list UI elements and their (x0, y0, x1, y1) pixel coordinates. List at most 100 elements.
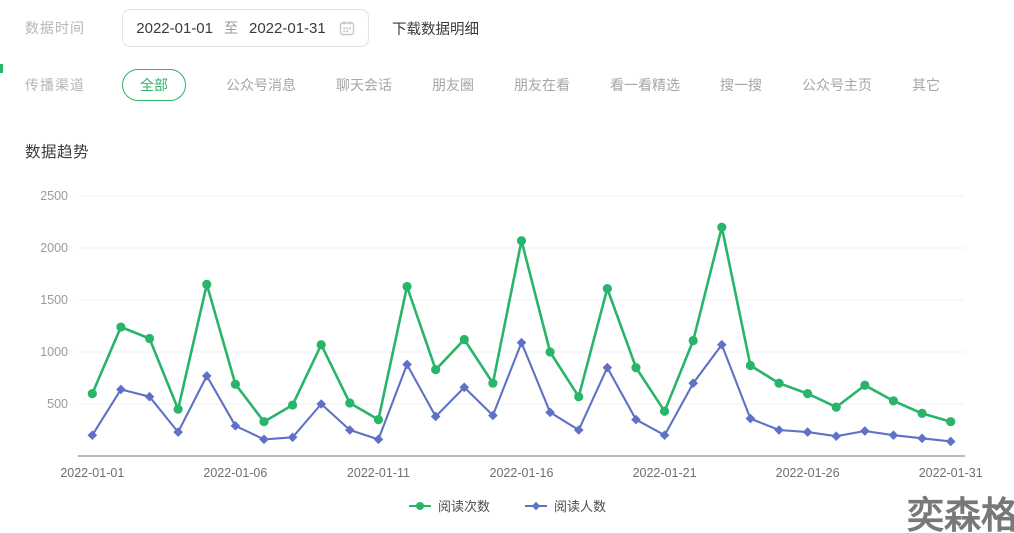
channel-tabs: 全部 公众号消息 聊天会话 朋友圈 朋友在看 看一看精选 搜一搜 公众号主页 其它 (122, 69, 940, 101)
data-point (802, 427, 813, 437)
data-point (831, 402, 841, 412)
data-point (202, 279, 212, 289)
data-point (144, 391, 155, 402)
series-line-阅读人数 (91, 341, 951, 443)
x-axis-tick-label: 2022-01-01 (60, 466, 124, 480)
data-point (373, 415, 384, 425)
data-point (717, 222, 727, 232)
data-point (144, 333, 155, 344)
legend-marker-icon (525, 501, 547, 510)
data-point (402, 359, 412, 370)
channel-tab-1[interactable]: 公众号消息 (226, 77, 296, 93)
y-axis-tick-label: 2500 (40, 189, 68, 203)
data-point (774, 378, 784, 388)
date-start-value[interactable]: 2022-01-01 (136, 19, 213, 37)
data-point (545, 407, 555, 418)
channel-tab-0[interactable]: 全部 (122, 69, 186, 101)
x-axis-tick-label: 2022-01-11 (347, 466, 410, 480)
data-point (201, 371, 212, 381)
x-axis-tick-label: 2022-01-21 (633, 466, 697, 480)
data-point (946, 417, 956, 427)
data-point (602, 283, 612, 294)
data-point (631, 363, 641, 373)
data-point (459, 334, 469, 345)
data-point (373, 434, 384, 445)
series-line-阅读次数 (91, 225, 952, 423)
trend-chart-svg: 500 1000 1500 2000 2500 2022-01-01 2022-01-06 2… (40, 189, 983, 480)
data-point (688, 378, 698, 389)
data-point (287, 400, 298, 410)
data-point (888, 430, 899, 441)
data-point (316, 340, 326, 350)
data-point (945, 436, 956, 447)
data-point (745, 413, 756, 424)
x-axis-tick-label: 2022-01-26 (776, 466, 840, 480)
data-point (659, 430, 670, 441)
channel-filter-label: 传播渠道 (25, 77, 85, 93)
data-point (745, 360, 756, 371)
data-point (230, 379, 240, 389)
data-point (87, 389, 97, 399)
data-point (631, 414, 641, 425)
channel-tab-3[interactable]: 朋友圈 (432, 77, 474, 93)
date-separator: 至 (224, 20, 238, 36)
legend-label: 阅读次数 (437, 499, 490, 514)
date-range-picker[interactable]: 2022-01-01 至 2022-01-31 (122, 9, 369, 47)
data-point (888, 396, 899, 406)
y-axis-tick-label: 500 (47, 397, 68, 411)
data-point (545, 347, 555, 357)
data-point (602, 362, 613, 373)
date-end-value[interactable]: 2022-01-31 (249, 19, 326, 37)
legend-item-阅读次数[interactable]: 阅读次数 (408, 496, 490, 515)
data-point (402, 281, 412, 292)
channel-tab-5[interactable]: 看一看精选 (610, 77, 680, 93)
data-point (116, 322, 126, 332)
channel-filter-row: 传播渠道 全部 公众号消息 聊天会话 朋友圈 朋友在看 看一看精选 搜一搜 公众号主页 其它 (0, 64, 1014, 104)
channel-tab-6[interactable]: 搜一搜 (720, 77, 762, 93)
data-point (259, 417, 269, 427)
data-point (917, 433, 927, 444)
channel-tab-7[interactable]: 公众号主页 (802, 77, 872, 93)
data-point (688, 335, 698, 346)
trend-chart: 500 1000 1500 2000 2500 2022-01-01 2022-01-06 2… (0, 185, 1014, 490)
data-point (516, 236, 527, 246)
chart-title: 数据趋势 (25, 144, 90, 161)
date-filter-row: 数据时间 2022-01-01 至 2022-01-31 下载数据明细 (0, 8, 1014, 48)
download-detail-link[interactable]: 下载数据明细 (392, 21, 479, 38)
y-axis-tick-label: 2000 (40, 241, 68, 255)
channel-tab-4[interactable]: 朋友在看 (514, 77, 570, 93)
data-point (574, 392, 584, 402)
data-point (87, 430, 98, 441)
chart-legend: 阅读次数 阅读人数 (0, 496, 1014, 515)
legend-marker-icon (408, 501, 431, 510)
data-point (860, 426, 870, 436)
data-point (659, 406, 670, 416)
watermark-logo: 奕森格 (907, 494, 1014, 533)
channel-tab-2[interactable]: 聊天会话 (336, 77, 392, 93)
data-point (230, 421, 241, 431)
data-point (488, 378, 498, 388)
data-point (774, 425, 784, 435)
x-axis-tick-label: 2022-01-16 (490, 466, 554, 480)
data-point (803, 389, 813, 399)
data-point (516, 337, 527, 348)
data-point (259, 434, 269, 445)
data-point (573, 425, 584, 435)
x-axis-tick-label: 2022-01-31 (919, 466, 983, 480)
channel-tab-8[interactable]: 其它 (912, 77, 940, 93)
data-point (860, 380, 870, 390)
data-point (173, 427, 183, 437)
data-point (431, 365, 441, 375)
calendar-icon[interactable] (339, 20, 355, 36)
y-axis-tick-label: 1500 (40, 293, 68, 307)
data-point (716, 339, 727, 350)
data-point (917, 408, 927, 418)
x-axis-tick-label: 2022-01-06 (203, 466, 267, 480)
data-point (831, 431, 842, 442)
data-point (173, 404, 183, 414)
legend-item-阅读人数[interactable]: 阅读人数 (524, 496, 606, 515)
legend-label: 阅读人数 (554, 499, 607, 514)
edge-accent-mark (0, 64, 3, 73)
data-point (345, 398, 355, 408)
